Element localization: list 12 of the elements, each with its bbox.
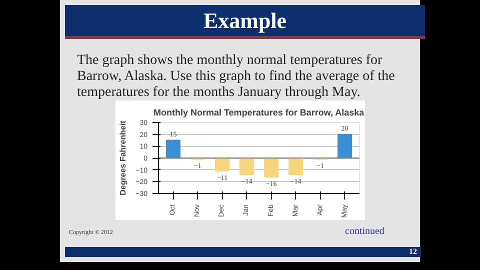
bar bbox=[264, 158, 278, 178]
bar bbox=[166, 140, 180, 158]
text: The graph shows the monthly normal temperatures for Barrow, Alaska. Use this graph to find the average of the temperatures for the months January through May. bbox=[77, 53, 396, 101]
chart-title: Monthly Normal Temperatures for Barrow, Alaska bbox=[153, 108, 366, 118]
bar bbox=[240, 158, 254, 176]
bar bbox=[288, 158, 304, 176]
bar bbox=[338, 134, 352, 158]
bar bbox=[214, 158, 230, 172]
y-axis-title: Degrees Fahrenheit bbox=[118, 120, 128, 196]
text: 12 bbox=[409, 247, 417, 257]
text: Example bbox=[203, 7, 287, 35]
text: continued bbox=[345, 225, 384, 239]
